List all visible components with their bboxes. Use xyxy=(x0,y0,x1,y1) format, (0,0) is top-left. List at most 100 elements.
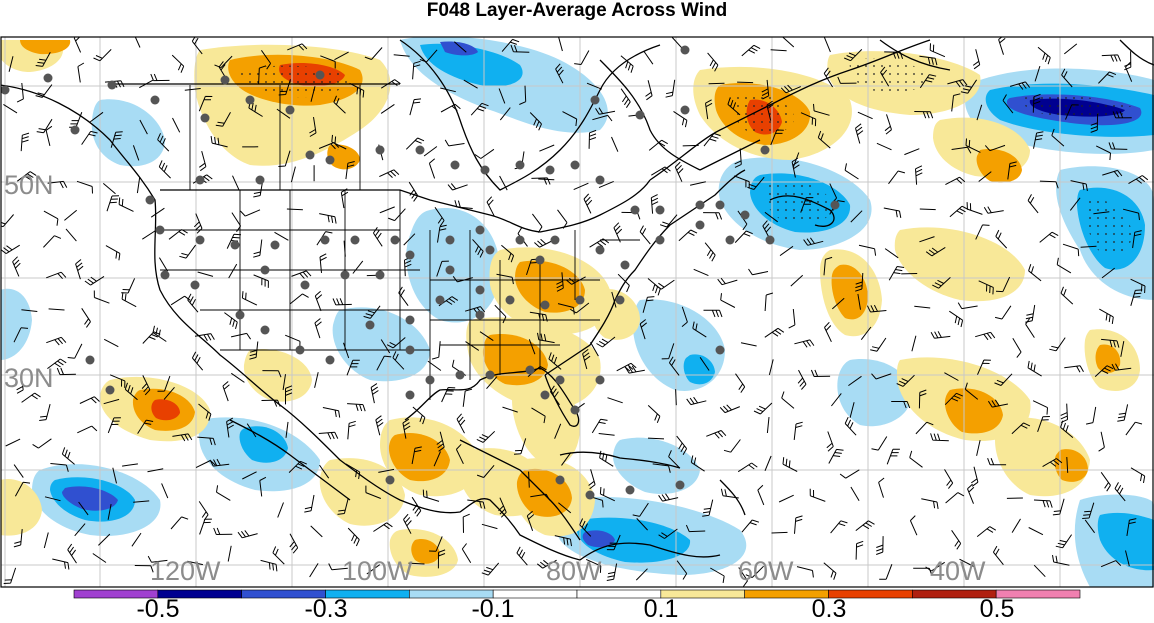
station-dot xyxy=(541,391,550,400)
station-dot xyxy=(236,311,245,320)
station-dot xyxy=(416,146,425,155)
station-dot xyxy=(196,176,205,185)
station-dot xyxy=(436,296,445,305)
station-dot xyxy=(716,346,725,355)
station-dot xyxy=(446,266,455,275)
station-dot xyxy=(716,201,725,210)
wind-barb xyxy=(737,82,753,83)
lon-label-100w: 100W xyxy=(342,556,413,586)
station-dot xyxy=(446,236,455,245)
station-dot xyxy=(156,226,165,235)
station-dot xyxy=(481,166,490,175)
plot-area: 50N 30N 120W 100W 80W 60W 40W xyxy=(0,28,1154,587)
station-dot xyxy=(526,366,535,375)
station-dot xyxy=(476,311,485,320)
station-dot xyxy=(596,176,605,185)
station-dot xyxy=(321,236,330,245)
station-dot xyxy=(591,96,600,105)
station-dot xyxy=(576,296,585,305)
station-dot xyxy=(221,76,230,85)
station-dot xyxy=(696,221,705,230)
station-dot xyxy=(741,211,750,220)
station-dot xyxy=(286,106,295,115)
colorbar-tick-label: -0.1 xyxy=(471,596,514,622)
station-dot xyxy=(44,74,53,83)
station-dot xyxy=(451,161,460,170)
station-dot xyxy=(476,226,485,235)
wind-barb xyxy=(709,83,725,84)
station-dot xyxy=(246,96,255,105)
station-dot xyxy=(161,271,170,280)
station-dot xyxy=(726,236,735,245)
station-dot xyxy=(761,146,770,155)
colorbar-tick-label: 0.1 xyxy=(644,596,679,622)
station-dot xyxy=(296,346,305,355)
station-dot xyxy=(626,486,635,495)
station-dot xyxy=(406,251,415,260)
station-dot xyxy=(596,246,605,255)
station-dot xyxy=(571,161,580,170)
colorbar-tick-label: -0.3 xyxy=(304,596,347,622)
station-dot xyxy=(656,236,665,245)
station-dot xyxy=(681,106,690,115)
station-dot xyxy=(536,256,545,265)
station-dot xyxy=(326,156,335,165)
station-dot xyxy=(541,301,550,310)
station-dot xyxy=(676,481,685,490)
station-dot xyxy=(516,236,525,245)
station-dot xyxy=(406,346,415,355)
station-dot xyxy=(556,476,565,485)
lat-label-30n: 30N xyxy=(4,363,54,393)
station-dot xyxy=(766,236,775,245)
station-dot xyxy=(366,321,375,330)
wind-barb xyxy=(683,145,699,146)
lon-label-120w: 120W xyxy=(150,556,221,586)
station-dot xyxy=(596,376,605,385)
wind-barb xyxy=(772,532,788,533)
station-dot xyxy=(476,286,485,295)
station-dot xyxy=(636,111,645,120)
station-dot xyxy=(391,236,400,245)
station-dot xyxy=(621,261,630,270)
station-dot xyxy=(261,326,270,335)
station-dot xyxy=(326,356,335,365)
station-dot xyxy=(376,271,385,280)
station-dot xyxy=(516,161,525,170)
station-dot xyxy=(231,241,240,250)
wind-barb xyxy=(920,209,936,210)
station-dot xyxy=(406,316,415,325)
station-dot xyxy=(256,176,265,185)
station-dot xyxy=(106,386,115,395)
station-dot xyxy=(306,151,315,160)
wind-barb xyxy=(529,472,530,488)
station-dot xyxy=(546,166,555,175)
station-dot xyxy=(261,266,270,275)
lon-label-80w: 80W xyxy=(546,556,602,586)
station-dot xyxy=(456,371,465,380)
station-dot xyxy=(386,476,395,485)
station-dot xyxy=(656,206,665,215)
station-dot xyxy=(1,86,10,95)
station-dot xyxy=(681,46,690,55)
station-dot xyxy=(506,296,515,305)
wind-barb xyxy=(287,209,303,210)
station-dot xyxy=(426,376,435,385)
lon-label-40w: 40W xyxy=(930,556,986,586)
station-dot xyxy=(351,236,360,245)
station-dot xyxy=(86,356,95,365)
station-dot xyxy=(696,201,705,210)
station-dot xyxy=(376,146,385,155)
map-title: F048 Layer-Average Across Wind xyxy=(0,0,1154,22)
station-dot xyxy=(586,491,595,500)
station-dot xyxy=(571,406,580,415)
station-dot xyxy=(201,114,210,123)
station-dot xyxy=(146,196,155,205)
station-dot xyxy=(631,206,640,215)
station-dot xyxy=(486,246,495,255)
station-dot xyxy=(316,71,325,80)
colorbar-tick-label: 0.3 xyxy=(812,596,847,622)
station-dot xyxy=(831,201,840,210)
station-dot xyxy=(301,281,310,290)
station-dot xyxy=(71,126,80,135)
station-dot xyxy=(271,241,280,250)
